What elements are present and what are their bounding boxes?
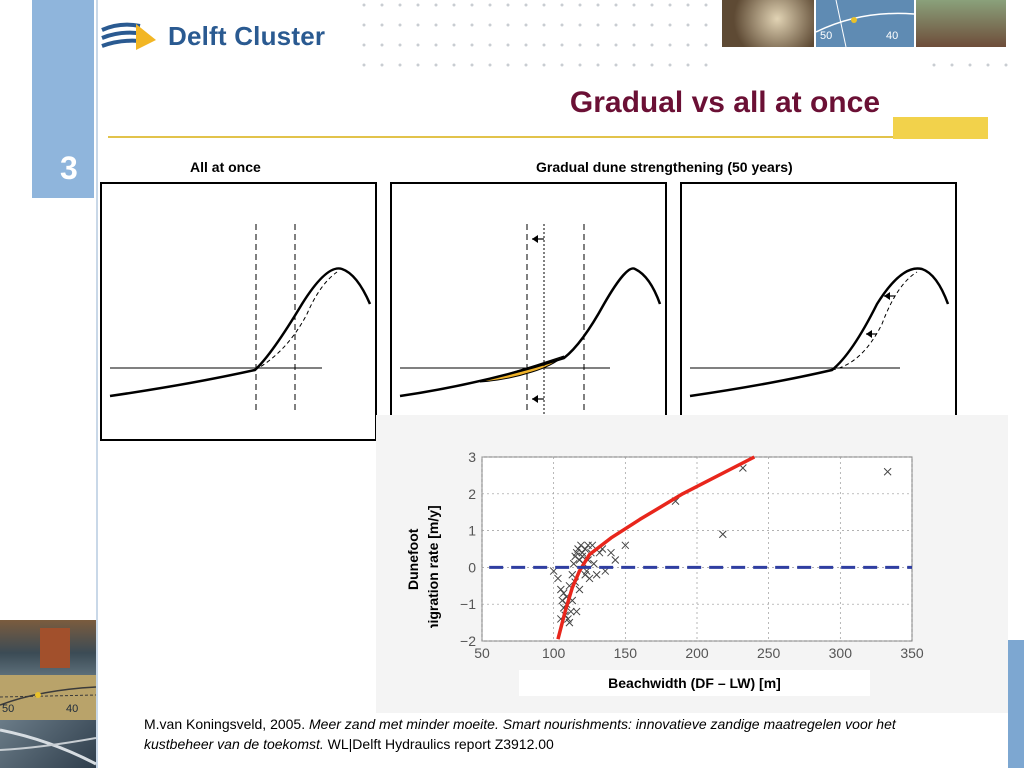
map-label-40: 40 [66, 703, 79, 715]
data-point [718, 530, 727, 539]
y-axis-label-line2: migration rate [m/y] [425, 505, 441, 628]
panel-gradual-nourishment [390, 182, 667, 441]
data-point [572, 607, 581, 616]
reference-citation: M.van Koningsveld, 2005. Meer zand met m… [144, 714, 924, 754]
map-photo: 50 40 [816, 0, 914, 47]
data-point [569, 559, 578, 568]
dot-pattern [362, 3, 708, 67]
data-point [556, 585, 565, 594]
x-tick-label: 100 [542, 645, 566, 661]
data-point [592, 570, 601, 579]
y-tick-label: 0 [468, 559, 476, 575]
data-point [589, 559, 598, 568]
data-point [883, 467, 892, 476]
x-tick-label: 200 [685, 645, 709, 661]
data-point [575, 585, 584, 594]
y-tick-label: −2 [460, 633, 476, 649]
reference-title: Meer zand met minder moeite. Smart nouri… [144, 716, 896, 752]
y-tick-label: −1 [460, 596, 476, 612]
data-point [607, 548, 615, 557]
data-point [567, 607, 575, 616]
data-point [568, 570, 577, 579]
data-point [621, 541, 630, 550]
panel-gradual-dune [680, 182, 957, 441]
dunefoot-migration-chart: 50 100 150 200 250 300 350 3 2 1 0 −1 −2 [376, 415, 1008, 713]
x-tick-label: 250 [757, 645, 781, 661]
title-accent-block [893, 117, 988, 139]
x-tick-label: 150 [614, 645, 638, 661]
label-all-at-once: All at once [190, 159, 261, 175]
harbour-photo [0, 620, 96, 675]
map-label-50: 50 [2, 703, 15, 715]
x-tick-label: 300 [829, 645, 853, 661]
x-tick-label: 50 [474, 645, 490, 661]
title-rule [108, 136, 893, 138]
village-photo [916, 0, 1006, 47]
delft-cluster-logo[interactable]: Delft Cluster [100, 18, 325, 54]
profile-diagram-gradual [399, 224, 662, 414]
road-map-photo: 50 40 [0, 675, 96, 720]
tunnel-photo [722, 0, 814, 47]
y-tick-label: 2 [468, 486, 476, 502]
delft-cluster-logo-icon [101, 22, 156, 50]
data-point [559, 589, 568, 598]
profile-diagram-all-at-once [109, 224, 372, 414]
y-axis-label: Dunefoot migration rate [m/y] [405, 505, 441, 628]
data-point [581, 545, 590, 553]
data-point [611, 556, 620, 564]
x-tick-label: 350 [900, 645, 924, 661]
data-point [565, 618, 574, 627]
data-point [581, 570, 590, 579]
dot-pattern-right [932, 63, 1008, 67]
logo-text: Delft Cluster [168, 20, 326, 51]
map2-label-40: 40 [886, 30, 899, 42]
left-accent-bar [32, 0, 94, 198]
y-tick-label: 3 [468, 449, 476, 465]
highway-photo [0, 720, 96, 768]
panel-all-at-once [100, 182, 377, 441]
right-accent-strip [1008, 640, 1024, 768]
reference-author: M.van Koningsveld, 2005. [144, 716, 306, 732]
data-point [584, 541, 592, 550]
data-point [554, 574, 562, 583]
map2-label-50: 50 [820, 30, 833, 42]
reference-publisher: WL|Delft Hydraulics report Z3912.00 [327, 736, 554, 752]
slide-number: 3 [60, 150, 78, 186]
y-axis-label-line1: Dunefoot [405, 528, 421, 590]
left-divider-line [96, 0, 98, 768]
label-gradual: Gradual dune strengthening (50 years) [536, 159, 793, 175]
x-axis-label: Beachwidth (DF – LW) [m] [519, 670, 870, 696]
data-point [578, 552, 587, 561]
profile-diagram-dune [689, 267, 950, 398]
y-tick-label: 1 [468, 523, 476, 539]
slide-title: Gradual vs all at once [569, 86, 880, 119]
trend-line [556, 455, 756, 640]
data-point [578, 548, 587, 557]
